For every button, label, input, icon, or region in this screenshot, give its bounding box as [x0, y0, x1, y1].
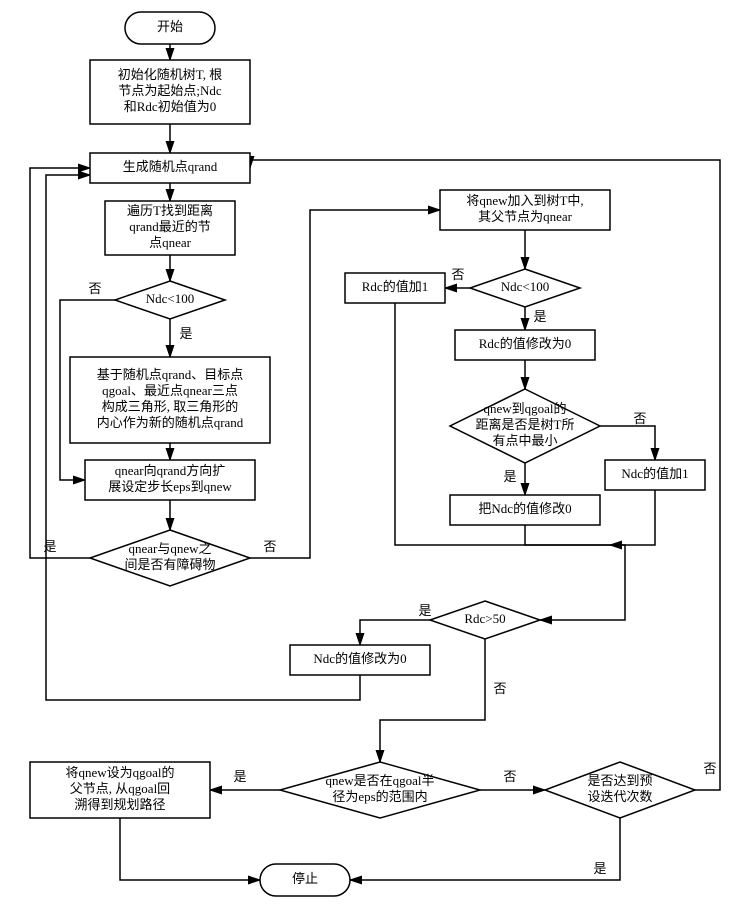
node-trace: 将qnew设为qgoal的父节点, 从qgoal回溯得到规划路径 — [30, 762, 210, 818]
edge-20 — [360, 620, 430, 645]
edge-label-15: 是 — [503, 469, 516, 484]
edge-14 — [600, 426, 655, 460]
svg-text:构成三角形, 取三角形的: 构成三角形, 取三角形的 — [102, 399, 239, 414]
svg-text:qnew到qgoal的: qnew到qgoal的 — [483, 401, 566, 416]
node-ndcTo0a: 把Ndc的值修改0 — [450, 495, 600, 525]
edge-label-23: 是 — [233, 769, 246, 784]
svg-text:距离是否是树T所: 距离是否是树T所 — [476, 417, 575, 432]
edge-26 — [350, 818, 620, 880]
node-obstacle: qnear与qnew之间是否有障碍物 — [90, 530, 250, 586]
svg-text:内心作为新的随机点qrand: 内心作为新的随机点qrand — [97, 415, 244, 430]
edge-label-26: 是 — [593, 861, 606, 876]
node-maxIter: 是否达到预设迭代次数 — [545, 762, 695, 818]
svg-text:Rdc的值修改为0: Rdc的值修改为0 — [479, 336, 571, 351]
svg-text:初始化随机树T, 根: 初始化随机树T, 根 — [118, 67, 222, 82]
svg-text:停止: 停止 — [292, 871, 318, 886]
node-triangle: 基于随机点qrand、目标点qgoal、最近点qnear三点构成三角形, 取三角… — [70, 357, 270, 443]
svg-text:和Rdc初始值为0: 和Rdc初始值为0 — [124, 99, 216, 114]
node-qrand: 生成随机点qrand — [90, 153, 250, 183]
node-ndc100L: Ndc<100 — [115, 281, 225, 319]
edge-label-9: 否 — [263, 539, 276, 554]
svg-text:间是否有障碍物: 间是否有障碍物 — [124, 557, 215, 572]
node-distMin: qnew到qgoal的距离是否是树T所有点中最小 — [450, 389, 600, 463]
svg-text:点qnear: 点qnear — [149, 235, 192, 250]
edge-label-14: 否 — [633, 411, 646, 426]
node-init: 初始化随机树T, 根节点为起始点;Ndc和Rdc初始值为0 — [90, 60, 250, 124]
svg-text:qnear与qnew之: qnear与qnew之 — [128, 541, 211, 556]
svg-text:父节点, 从qgoal回: 父节点, 从qgoal回 — [70, 781, 170, 796]
node-qnear: 遍历T找到距离qrand最近的节点qnear — [105, 201, 235, 255]
svg-text:Ndc<100: Ndc<100 — [501, 279, 550, 294]
edge-label-24: 否 — [503, 769, 516, 784]
svg-text:开始: 开始 — [157, 19, 183, 34]
svg-text:qnew是否在qgoal半: qnew是否在qgoal半 — [325, 773, 434, 788]
edge-label-22: 否 — [493, 681, 506, 696]
edge-label-11: 否 — [451, 267, 464, 282]
edge-27 — [120, 818, 260, 880]
svg-text:qrand最近的节: qrand最近的节 — [129, 219, 211, 234]
svg-text:Ndc的值修改为0: Ndc的值修改为0 — [313, 651, 406, 666]
edge-9 — [250, 210, 440, 558]
edge-19 — [540, 545, 625, 620]
svg-text:生成随机点qrand: 生成随机点qrand — [123, 159, 218, 174]
node-inRange: qnew是否在qgoal半径为eps的范围内 — [280, 762, 480, 818]
edge-label-8: 是 — [43, 539, 56, 554]
svg-text:遍历T找到距离: 遍历T找到距离 — [127, 203, 213, 218]
node-ndc100R: Ndc<100 — [470, 269, 580, 307]
edge-16 — [610, 490, 655, 545]
node-start: 开始 — [125, 12, 215, 44]
svg-text:溯得到规划路径: 溯得到规划路径 — [74, 797, 165, 812]
svg-text:qnear向qrand方向扩: qnear向qrand方向扩 — [115, 463, 225, 478]
node-extend: qnear向qrand方向扩展设定步长eps到qnew — [85, 460, 255, 500]
flowchart-svg: 开始初始化随机树T, 根节点为起始点;Ndc和Rdc初始值为0 生成随机点qran… — [0, 0, 729, 924]
svg-text:Ndc<100: Ndc<100 — [146, 291, 195, 306]
node-ndcTo0b: Ndc的值修改为0 — [290, 645, 430, 675]
svg-text:是否达到预: 是否达到预 — [587, 773, 652, 788]
svg-text:基于随机点qrand、目标点: 基于随机点qrand、目标点 — [97, 367, 244, 382]
svg-text:把Ndc的值修改0: 把Ndc的值修改0 — [478, 501, 571, 516]
svg-text:有点中最小: 有点中最小 — [492, 433, 557, 448]
svg-text:Ndc的值加1: Ndc的值加1 — [621, 466, 688, 481]
svg-text:Rdc>50: Rdc>50 — [464, 611, 505, 626]
node-rdcTo0: Rdc的值修改为0 — [455, 330, 595, 360]
svg-text:Rdc的值加1: Rdc的值加1 — [362, 279, 428, 294]
svg-text:节点为起始点;Ndc: 节点为起始点;Ndc — [118, 83, 222, 98]
edge-label-5: 否 — [88, 281, 101, 296]
node-addTree: 将qnew加入到树T中,其父节点为qnear — [440, 190, 610, 230]
edge-label-4: 是 — [179, 326, 192, 341]
svg-text:将qnew加入到树T中,: 将qnew加入到树T中, — [466, 193, 583, 208]
svg-text:其父节点为qnear: 其父节点为qnear — [478, 209, 573, 224]
svg-text:径为eps的范围内: 径为eps的范围内 — [332, 789, 427, 804]
edge-label-25: 否 — [703, 761, 716, 776]
svg-text:将qnew设为qgoal的: 将qnew设为qgoal的 — [65, 765, 174, 780]
svg-text:展设定步长eps到qnew: 展设定步长eps到qnew — [108, 479, 232, 494]
svg-text:qgoal、最近点qnear三点: qgoal、最近点qnear三点 — [102, 383, 238, 398]
edge-label-20: 是 — [418, 603, 431, 618]
node-rdc50: Rdc>50 — [430, 601, 540, 639]
edge-label-12: 是 — [533, 309, 546, 324]
svg-text:设迭代次数: 设迭代次数 — [587, 789, 652, 804]
edge-17 — [525, 525, 610, 545]
node-rdcPlus1: Rdc的值加1 — [345, 273, 445, 303]
node-stop: 停止 — [260, 864, 350, 896]
node-ndcPlus1: Ndc的值加1 — [605, 460, 705, 490]
